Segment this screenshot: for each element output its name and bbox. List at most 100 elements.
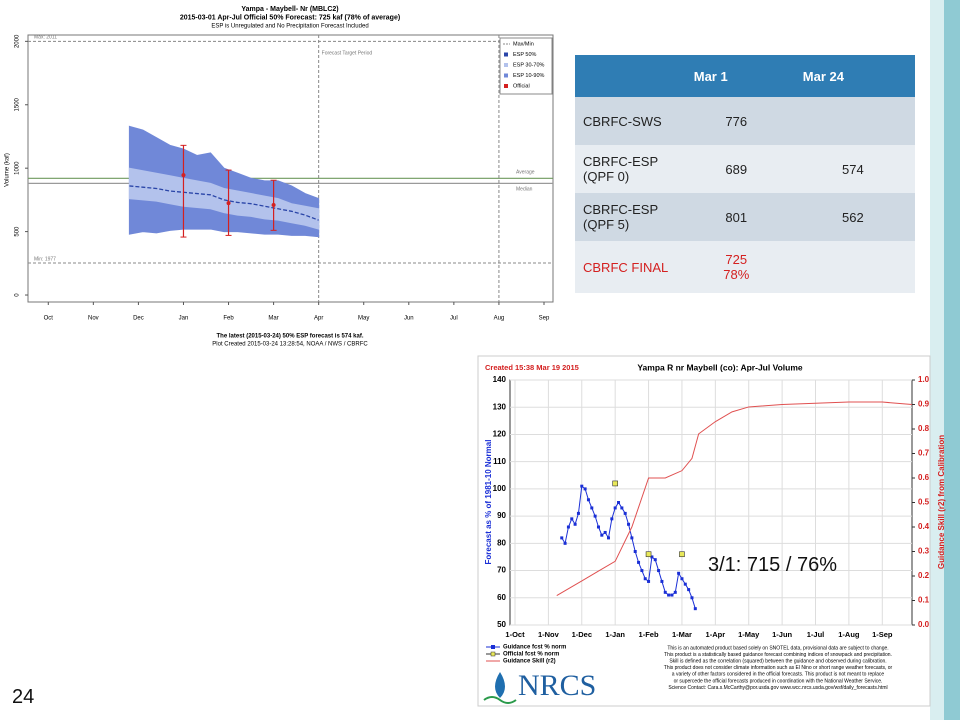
x-tick-label: May bbox=[358, 316, 369, 322]
series-marker bbox=[653, 558, 657, 562]
table-cell: CBRFC FINAL bbox=[575, 241, 682, 293]
x-tick-label: 1-Oct bbox=[505, 630, 525, 639]
series-marker bbox=[683, 582, 687, 586]
series-marker bbox=[617, 501, 621, 504]
series-marker bbox=[576, 511, 580, 515]
cell-line: 725 bbox=[725, 252, 748, 267]
table-cell: 801 bbox=[681, 193, 791, 241]
target-period-label: Forecast Target Period bbox=[322, 50, 373, 56]
table-cell: 689 bbox=[681, 145, 791, 193]
y-tick-label: 1500 bbox=[15, 97, 21, 111]
y2-tick-label: 0.8 bbox=[918, 424, 930, 433]
table-cell: CBRFC-ESP (QPF 0) bbox=[575, 145, 682, 193]
x-tick-label: Aug bbox=[494, 316, 505, 322]
table-row: CBRFC-ESP (QPF 5) 801 562 bbox=[575, 193, 915, 241]
chart-footer: The latest (2015-03-24) 50% ESP forecast… bbox=[217, 334, 364, 340]
series-marker bbox=[687, 588, 691, 592]
y2-tick-label: 0.1 bbox=[918, 596, 930, 605]
series-marker bbox=[650, 555, 654, 559]
x-tick-label: 1-Feb bbox=[639, 630, 659, 639]
disclaimer: This is an automated product based solel… bbox=[667, 645, 888, 651]
header-cell bbox=[575, 55, 682, 97]
series-marker bbox=[560, 536, 564, 540]
y-tick-label: 500 bbox=[15, 226, 21, 237]
series-marker bbox=[623, 511, 627, 515]
x-tick-label: 1-May bbox=[738, 630, 760, 639]
series-marker bbox=[606, 536, 610, 540]
y-tick-label: 90 bbox=[497, 511, 506, 520]
x-tick-label: 1-Jun bbox=[772, 630, 792, 639]
y-tick-label: 1000 bbox=[15, 161, 21, 175]
x-tick-label: Jun bbox=[404, 316, 414, 322]
x-tick-label: 1-Sep bbox=[872, 630, 893, 639]
page-number: 24 bbox=[12, 686, 35, 708]
series-marker bbox=[590, 506, 594, 510]
disclaimer: or supercede the official forecasts prod… bbox=[674, 678, 883, 684]
cell-line: 78% bbox=[723, 267, 750, 282]
normal-label: Average bbox=[516, 170, 535, 176]
official-point bbox=[226, 201, 231, 206]
series-marker bbox=[570, 517, 574, 521]
series-marker bbox=[573, 522, 577, 526]
max-min-label: Min: 1977 bbox=[34, 256, 56, 262]
legend-box bbox=[499, 37, 553, 95]
series-marker bbox=[603, 530, 607, 534]
normal-label: Median bbox=[516, 187, 533, 193]
series-marker bbox=[640, 569, 644, 573]
legend-label: Guidance fcst % norm bbox=[503, 645, 566, 651]
logo-wave bbox=[483, 696, 517, 704]
chart-title: Yampa R nr Maybell (co): Apr-Jul Volume bbox=[637, 362, 803, 372]
y-tick-label: 120 bbox=[493, 430, 507, 439]
legend-swatch bbox=[490, 651, 496, 657]
series-marker bbox=[620, 506, 624, 510]
forecast-table: Mar 1 Mar 24 CBRFC-SWS 776 CBRFC-ESP (QPF 0)… bbox=[575, 55, 915, 293]
y2-tick-label: 0.5 bbox=[918, 498, 930, 507]
x-tick-label: Mar bbox=[268, 316, 278, 322]
series-marker bbox=[563, 541, 567, 545]
plot-area bbox=[509, 379, 913, 626]
y2-tick-label: 0.6 bbox=[918, 473, 930, 482]
series-marker bbox=[612, 480, 618, 487]
y-tick-label: 140 bbox=[493, 375, 507, 384]
table-row: CBRFC FINAL 725 78% bbox=[575, 241, 915, 293]
x-tick-label: Sep bbox=[539, 316, 550, 322]
y-tick-label: 60 bbox=[497, 593, 506, 602]
series-marker bbox=[647, 579, 651, 583]
y-tick-label: 2000 bbox=[15, 34, 21, 48]
table-row: CBRFC-SWS 776 bbox=[575, 97, 915, 145]
y2-tick-label: 0.4 bbox=[918, 522, 930, 531]
legend-label: ESP 50% bbox=[513, 52, 537, 58]
series-marker bbox=[586, 498, 590, 502]
legend-label: ESP 10-90% bbox=[513, 73, 545, 79]
slide-decor bbox=[944, 0, 960, 720]
y2-tick-label: 1.0 bbox=[918, 375, 930, 384]
x-tick-label: Jan bbox=[179, 316, 189, 322]
y-tick-label: 70 bbox=[497, 566, 506, 575]
series-marker bbox=[645, 551, 652, 558]
series-marker bbox=[693, 607, 697, 611]
legend-label: Max/Min bbox=[513, 41, 534, 47]
esp-chart-background bbox=[0, 0, 565, 355]
series-marker bbox=[637, 560, 641, 564]
y-tick-label: 100 bbox=[493, 484, 507, 493]
official-point bbox=[181, 173, 186, 178]
legend-swatch bbox=[504, 84, 508, 88]
esp-median-line bbox=[129, 185, 319, 221]
x-tick-label: Apr bbox=[314, 316, 323, 322]
series-marker bbox=[593, 514, 597, 518]
chart-title: ESP is Unregulated and No Precipitation … bbox=[211, 24, 368, 30]
x-tick-label: 1-Jan bbox=[605, 630, 625, 639]
series-marker bbox=[633, 550, 637, 553]
x-tick-label: 1-Mar bbox=[672, 630, 692, 639]
series-marker bbox=[677, 571, 681, 575]
disclaimer: This product is a statistically based gu… bbox=[664, 652, 892, 658]
series-line bbox=[556, 401, 913, 597]
table-row: CBRFC-ESP (QPF 0) 689 574 bbox=[575, 145, 915, 193]
series-marker bbox=[627, 522, 631, 526]
y2-tick-label: 0.2 bbox=[918, 571, 930, 580]
series-marker bbox=[660, 579, 664, 583]
series-marker bbox=[600, 533, 604, 537]
series-marker bbox=[566, 525, 570, 529]
